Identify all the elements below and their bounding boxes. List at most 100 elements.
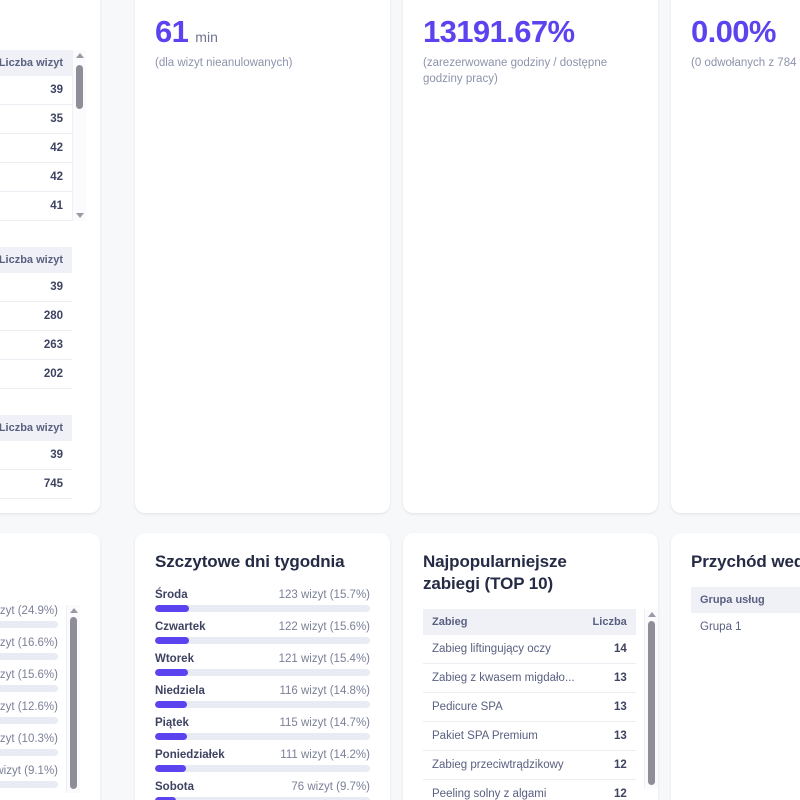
table-header-row: Zabieg Liczba (423, 608, 636, 635)
table: Liczba wizyt 39 35 42 42 41 (0, 50, 72, 221)
bar-meta: 30 wizyt (16.6%) (0, 636, 58, 649)
list-item[interactable]: Sobota 76 wizyt (9.7%) (155, 781, 370, 800)
table-header-row: Liczba wizyt (0, 247, 72, 273)
visits-table-1: Liczba wizyt 39 35 42 42 41 (0, 50, 86, 221)
table-row[interactable]: 39 (0, 76, 72, 105)
table-row[interactable]: 42 (0, 133, 72, 163)
table-row[interactable]: Grupa 1 (691, 613, 800, 641)
card-peak-weekdays: Szczytowe dni tygodnia Środa 123 wizyt (1… (135, 533, 390, 800)
kpi-value-row: 13191.67% (423, 16, 638, 47)
cell-treatment: Pedicure SPA (423, 692, 584, 722)
col-grupa-uslug: Grupa usług (691, 586, 800, 613)
table-row[interactable]: 202 (0, 359, 72, 389)
cell-count: 745 (0, 469, 72, 499)
bar-meta: 121 wizyt (15.4%) (278, 652, 370, 665)
scroll-up-arrow-icon[interactable] (70, 607, 78, 613)
bar-meta: 76 wizyt (9.7%) (291, 780, 370, 793)
scroll-up-arrow-icon[interactable] (76, 53, 84, 58)
list-item[interactable]: Środa 123 wizyt (15.7%) (155, 589, 370, 612)
list-item[interactable]: 95 wizyt (24.9%) (0, 605, 58, 628)
cell-count: 14 (583, 634, 636, 664)
table-row[interactable]: Zabieg z kwasem migdało... 13 (423, 663, 636, 693)
bar-track (155, 764, 370, 772)
top-treatments-scrollbar[interactable] (643, 608, 658, 789)
scrollbar-thumb[interactable] (647, 620, 655, 785)
table-row[interactable]: Pakiet SPA Premium 13 (423, 721, 636, 751)
list-item[interactable]: 30 wizyt (16.6%) (0, 637, 58, 660)
table-row[interactable]: 745 (0, 469, 72, 499)
cell-treatment: Zabieg przeciwtrądzikowy (423, 750, 584, 780)
visits-table-2: Liczba wizyt 39 280 263 202 (0, 247, 86, 389)
peak-hours-bar-list: 95 wizyt (24.9%) 30 wizyt (16.6%) 22 wiz… (0, 605, 58, 797)
table-row[interactable]: 42 (0, 162, 72, 192)
table-scrollbar[interactable] (72, 50, 86, 221)
kpi-value-row: 0.00% (691, 16, 800, 47)
cell-count: 41 (0, 191, 72, 221)
table-row[interactable]: Zabieg przeciwtrądzikowy 12 (423, 750, 636, 780)
peak-hours-scrollbar[interactable] (66, 604, 80, 793)
bar-fill (155, 764, 186, 772)
kpi-value: 61 (155, 13, 189, 49)
list-item[interactable]: 81 wizyt (10.3%) (0, 733, 58, 756)
bar-meta: 115 wizyt (14.7%) (279, 716, 370, 729)
list-item[interactable]: Piątek 115 wizyt (14.7%) (155, 717, 370, 740)
bar-meta: 71 wizyt (9.1%) (0, 764, 58, 777)
table-row[interactable]: 39 (0, 273, 72, 302)
table: Liczba wizyt 39 745 (0, 415, 72, 499)
bar-meta: 22 wizyt (15.6%) (0, 668, 58, 681)
kpi-value: 13191.67% (423, 13, 575, 49)
table-row[interactable]: Zabieg liftingujący oczy 14 (423, 634, 636, 664)
table-header-row: Liczba wizyt (0, 50, 72, 76)
bar-fill (155, 796, 176, 800)
table-row[interactable]: Pedicure SPA 13 (423, 692, 636, 722)
cell-count: 13 (583, 692, 636, 722)
cell-count: 202 (0, 359, 72, 389)
col-liczba-wizyt: Liczba wizyt (0, 50, 72, 76)
table: Grupa usług L. w Grupa 1 (691, 586, 800, 641)
table-row[interactable]: 35 (0, 104, 72, 134)
list-item[interactable]: Poniedziałek 111 wizyt (14.2%) (155, 749, 370, 772)
bar-track (155, 732, 370, 740)
list-item[interactable]: Niedziela 116 wizyt (14.8%) (155, 685, 370, 708)
scroll-up-arrow-icon[interactable] (647, 611, 656, 617)
cell-treatment: Zabieg z kwasem migdało... (423, 663, 584, 693)
card-top-treatments: Najpopularniejsze zabiegi (TOP 10) Zabie… (403, 533, 658, 800)
cell-treatment: Zabieg liftingujący oczy (423, 634, 584, 664)
cell-treatment: Pakiet SPA Premium (423, 721, 584, 751)
cell-count: 13 (583, 663, 636, 693)
bar-label: Środa (155, 588, 188, 601)
card-revenue-by-service-group: Przychód według usług Grupa usług L. w G… (671, 533, 800, 800)
bar-track (0, 652, 58, 660)
table-row[interactable]: 263 (0, 330, 72, 360)
table-row[interactable]: Peeling solny z algami 12 (423, 779, 636, 800)
scrollbar-thumb[interactable] (76, 65, 83, 109)
card-peak-hours: ziny ) 95 wizyt (24.9%) 30 wizyt (16.6%)… (0, 533, 100, 800)
cell-count: 42 (0, 133, 72, 163)
bar-fill (155, 700, 187, 708)
bar-fill (155, 668, 189, 676)
list-item[interactable]: Wtorek 121 wizyt (15.4%) (155, 653, 370, 676)
cell-count: 42 (0, 162, 72, 192)
bar-fill (155, 732, 187, 740)
scrollbar-thumb[interactable] (70, 616, 77, 789)
cell-count: 12 (583, 779, 636, 800)
table-row[interactable]: 280 (0, 301, 72, 331)
card-title: Szczytowe dni tygodnia (155, 552, 345, 571)
table-row[interactable]: 41 (0, 191, 72, 221)
card-average-visit-duration: Średni czas trwania wizyty 61 min (dla w… (135, 0, 390, 513)
table-header-row: Liczba wizyt (0, 415, 72, 441)
list-item[interactable]: 22 wizyt (15.6%) (0, 669, 58, 692)
scroll-down-arrow-icon[interactable] (76, 213, 84, 218)
bar-fill (155, 636, 189, 644)
col-liczba-wizyt: Liczba wizyt (0, 247, 72, 273)
bar-track (155, 796, 370, 800)
bar-meta: 95 wizyt (24.9%) (0, 604, 58, 617)
list-item[interactable]: 99 wizyt (12.6%) (0, 701, 58, 724)
table: Liczba wizyt 39 280 263 202 (0, 247, 72, 389)
table-row[interactable]: 39 (0, 441, 72, 470)
list-item[interactable]: 71 wizyt (9.1%) (0, 765, 58, 788)
table-scrollbar-placeholder (72, 247, 86, 389)
card-visit-counts-tables: Liczba wizyt 39 35 42 42 41 (0, 0, 100, 513)
table-scrollbar-placeholder (72, 415, 86, 499)
list-item[interactable]: Czwartek 122 wizyt (15.6%) (155, 621, 370, 644)
